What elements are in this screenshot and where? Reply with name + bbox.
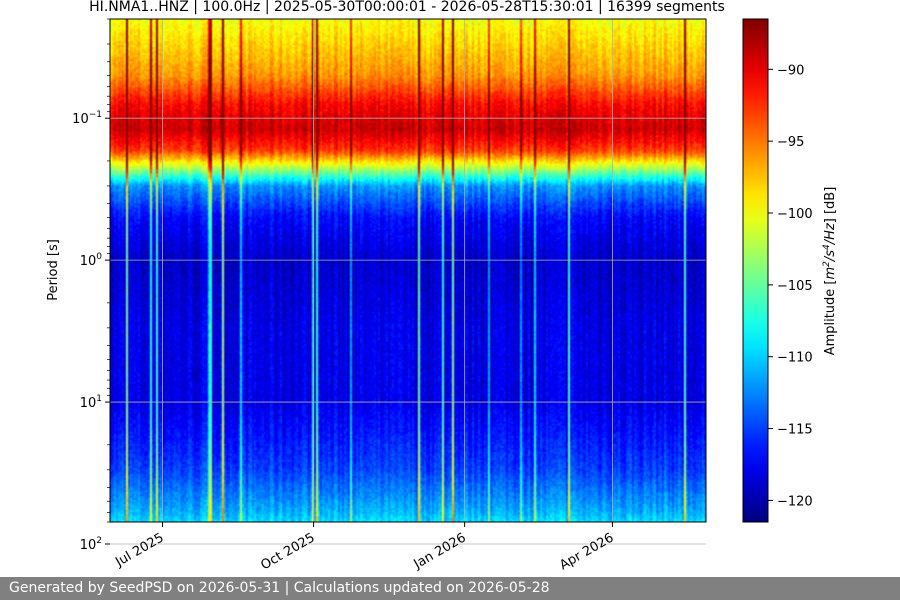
footer-text: Generated by SeedPSD on 2026-05-31 | Cal… (9, 580, 550, 596)
y-tick-label: 10−1 (72, 110, 102, 127)
x-tick-label: Jan 2026 (411, 530, 469, 572)
colorbar-tick-label: −105 (777, 279, 813, 294)
colorbar: −90 −95 −100 −105 −110 −115 −120 Amplitude [m2… (742, 18, 838, 523)
x-tick-label: Apr 2026 (557, 530, 616, 573)
x-axis: Jul 2025 Oct 2025 Jan 2026 Apr 2026 (112, 522, 616, 573)
y-tick-label: 101 (80, 394, 102, 411)
x-tick-label: Oct 2025 (258, 530, 317, 573)
colorbar-tick-label: −95 (777, 135, 804, 150)
heatmap-plot-area (109, 18, 707, 545)
x-tick-label: Jul 2025 (112, 530, 166, 570)
grid-lines (110, 19, 706, 545)
y-axis: 10−1 100 101 102 (72, 18, 110, 553)
plot-frame (109, 18, 707, 523)
footer-bar: Generated by SeedPSD on 2026-05-31 | Cal… (0, 577, 900, 600)
colorbar-gradient (742, 18, 769, 523)
colorbar-tick-label: −100 (777, 207, 813, 222)
colorbar-label: Amplitude [m2/s4/Hz] [dB] (822, 187, 838, 356)
heatmap-image (110, 19, 706, 522)
colorbar-tick-label: −110 (777, 351, 813, 366)
colorbar-tick-label: −90 (777, 63, 804, 78)
y-tick-label: 102 (80, 536, 102, 553)
colorbar-tick-label: −120 (777, 494, 813, 509)
chart-title: HI.NMA1..HNZ | 100.0Hz | 2025-05-30T00:0… (89, 0, 725, 15)
y-tick-label: 100 (80, 252, 103, 269)
y-axis-label: Period [s] (46, 239, 61, 301)
colorbar-tick-label: −115 (777, 423, 813, 438)
colorbar-ticks: −90 −95 −100 −105 −110 −115 −120 (768, 63, 813, 509)
